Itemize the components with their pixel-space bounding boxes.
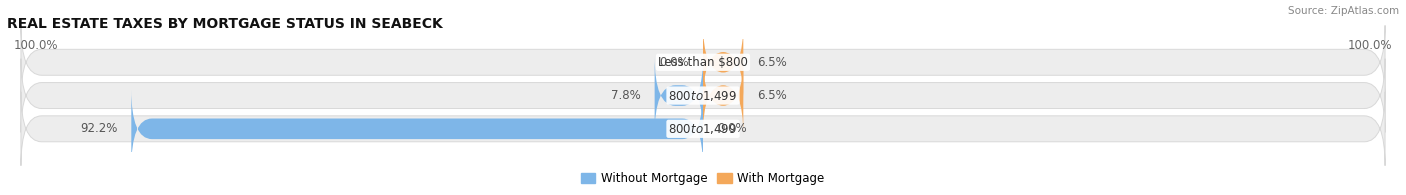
FancyBboxPatch shape xyxy=(21,25,1385,99)
FancyBboxPatch shape xyxy=(21,59,1385,132)
Text: REAL ESTATE TAXES BY MORTGAGE STATUS IN SEABECK: REAL ESTATE TAXES BY MORTGAGE STATUS IN … xyxy=(7,17,443,31)
Text: Less than $800: Less than $800 xyxy=(658,56,748,69)
Text: 100.0%: 100.0% xyxy=(14,39,59,52)
Text: 6.5%: 6.5% xyxy=(756,89,787,102)
Text: 100.0%: 100.0% xyxy=(1347,39,1392,52)
Text: 92.2%: 92.2% xyxy=(80,122,118,135)
Text: 0.0%: 0.0% xyxy=(659,56,689,69)
Text: 6.5%: 6.5% xyxy=(756,56,787,69)
FancyBboxPatch shape xyxy=(703,56,744,135)
Text: $800 to $1,499: $800 to $1,499 xyxy=(668,122,738,136)
FancyBboxPatch shape xyxy=(131,89,703,168)
FancyBboxPatch shape xyxy=(703,23,744,102)
Text: 0.0%: 0.0% xyxy=(717,122,747,135)
Text: $800 to $1,499: $800 to $1,499 xyxy=(668,89,738,103)
Text: 7.8%: 7.8% xyxy=(612,89,641,102)
FancyBboxPatch shape xyxy=(21,92,1385,166)
FancyBboxPatch shape xyxy=(655,56,703,135)
Legend: Without Mortgage, With Mortgage: Without Mortgage, With Mortgage xyxy=(576,167,830,190)
Text: Source: ZipAtlas.com: Source: ZipAtlas.com xyxy=(1288,6,1399,16)
